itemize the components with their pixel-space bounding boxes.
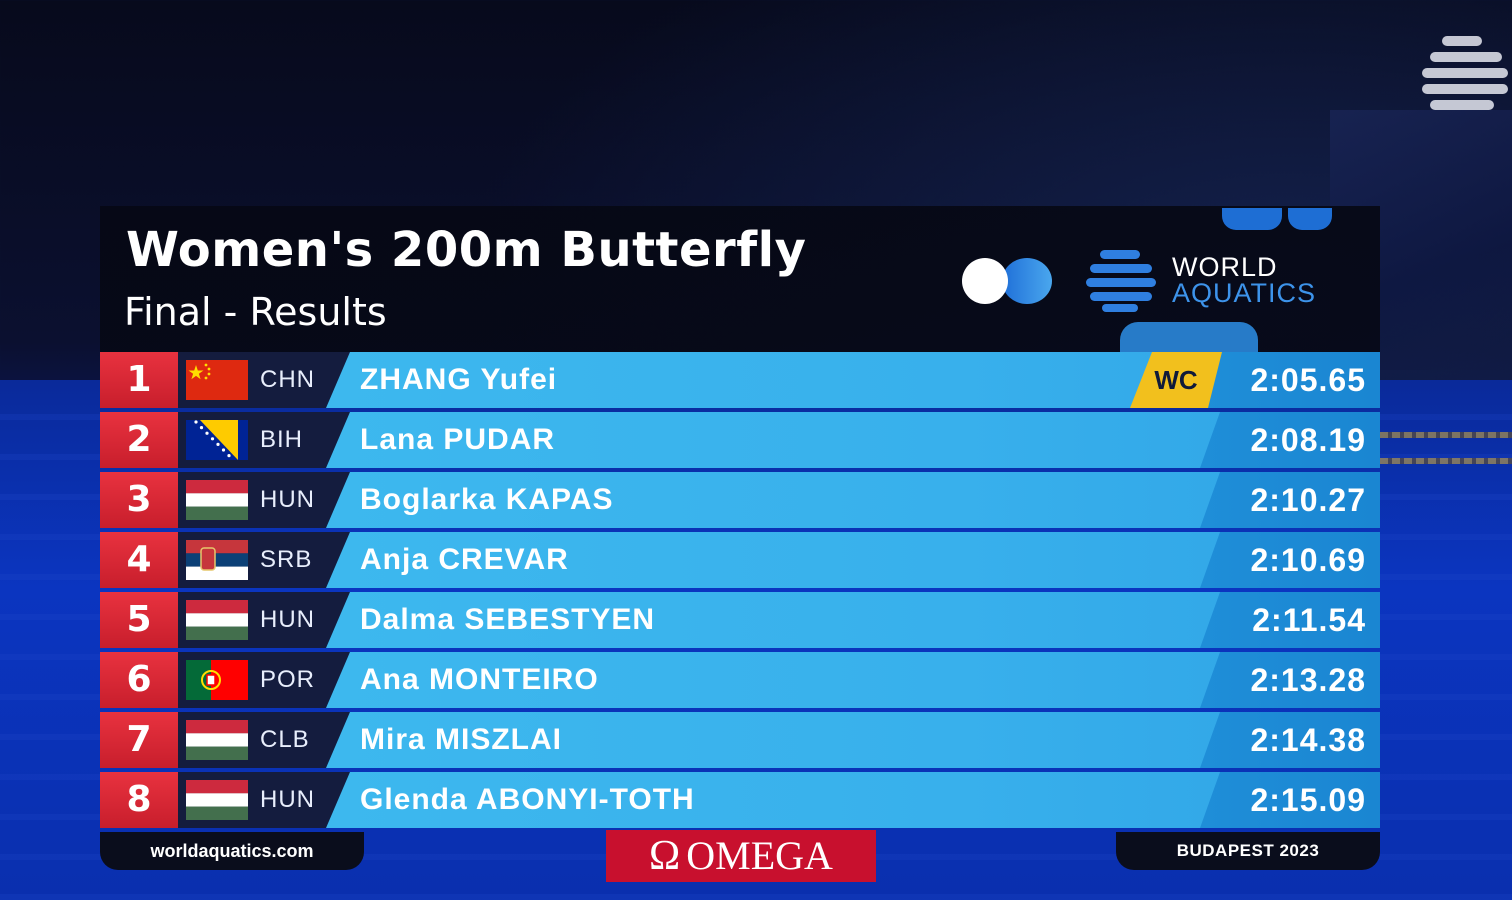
time-cell: 2:10.27 — [1200, 472, 1380, 528]
country-code: HUN — [260, 486, 315, 513]
rank-cell: 3 — [100, 472, 178, 528]
time-cell: 2:11.54 — [1200, 592, 1380, 648]
athlete-name: Ana MONTEIRO — [360, 663, 599, 696]
results-table: 1 CHN ZHANG Yufei 2:05.65 WC 2 BIH Lana … — [100, 352, 1380, 832]
hungary-flag-icon — [186, 600, 248, 640]
china-flag-icon — [186, 360, 248, 400]
world-aquatics-logo-icon — [1086, 248, 1156, 312]
country-code: HUN — [260, 786, 315, 813]
finish-time: 2:10.27 — [1250, 482, 1366, 518]
serbia-flag-icon — [186, 540, 248, 580]
rank-cell: 1 — [100, 352, 178, 408]
location-label: BUDAPEST 2023 — [1116, 832, 1380, 870]
country-code: HUN — [260, 606, 315, 633]
result-row: 7 CLB Mira MISZLAI 2:14.38 — [100, 712, 1380, 768]
country-code: BIH — [260, 426, 304, 453]
portugal-flag-icon — [186, 660, 248, 700]
athlete-name: Mira MISZLAI — [360, 723, 563, 756]
time-cell: 2:08.19 — [1200, 412, 1380, 468]
finish-time: 2:15.09 — [1250, 782, 1366, 818]
finish-time: 2:05.65 — [1250, 362, 1366, 398]
result-row: 2 BIH Lana PUDAR 2:08.19 — [100, 412, 1380, 468]
athlete-name: Boglarka KAPAS — [360, 483, 614, 516]
header-decoration — [1120, 322, 1258, 352]
result-row: 6 POR Ana MONTEIRO 2:13.28 — [100, 652, 1380, 708]
country-code: CHN — [260, 366, 315, 393]
hungary-flag-icon — [186, 720, 248, 760]
athlete-name: Lana PUDAR — [360, 423, 556, 456]
country-code: CLB — [260, 726, 310, 753]
finish-time: 2:10.69 — [1250, 542, 1366, 578]
rank-cell: 7 — [100, 712, 178, 768]
result-row: 8 HUN Glenda ABONYI-TOTH 2:15.09 — [100, 772, 1380, 828]
bosnia-flag-icon — [186, 420, 248, 460]
time-cell: 2:10.69 — [1200, 532, 1380, 588]
rank-cell: 2 — [100, 412, 178, 468]
sponsor-logo: Ω OMEGA — [606, 830, 876, 882]
time-cell: 2:05.65 — [1200, 352, 1380, 408]
sponsor-name: OMEGA — [686, 833, 833, 878]
country-code: POR — [260, 666, 316, 693]
wordmark-line1: WORLD — [1172, 252, 1278, 282]
wordmark-line2: AQUATICS — [1172, 278, 1317, 308]
time-cell: 2:13.28 — [1200, 652, 1380, 708]
result-row: 4 SRB Anja CREVAR 2:10.69 — [100, 532, 1380, 588]
rank-cell: 5 — [100, 592, 178, 648]
result-row: 5 HUN Dalma SEBESTYEN 2:11.54 — [100, 592, 1380, 648]
lane-rope — [1380, 458, 1512, 464]
rank-cell: 6 — [100, 652, 178, 708]
finish-time: 2:13.28 — [1250, 662, 1366, 698]
rank-cell: 4 — [100, 532, 178, 588]
event-title: Women's 200m Butterfly — [126, 222, 807, 278]
finish-time: 2:14.38 — [1250, 722, 1366, 758]
time-cell: 2:14.38 — [1200, 712, 1380, 768]
athlete-name: Glenda ABONYI-TOTH — [360, 783, 695, 816]
world-aquatics-wordmark: WORLD AQUATICS — [1172, 252, 1317, 308]
lane-rope — [1380, 432, 1512, 438]
event-dots-logo-icon — [962, 258, 1054, 304]
finish-time: 2:11.54 — [1252, 602, 1366, 638]
result-row: 3 HUN Boglarka KAPAS 2:10.27 — [100, 472, 1380, 528]
time-cell: 2:15.09 — [1200, 772, 1380, 828]
header-decoration — [1222, 208, 1332, 232]
omega-icon: Ω — [649, 833, 681, 879]
hungary-flag-icon — [186, 780, 248, 820]
hungary-flag-icon — [186, 480, 248, 520]
athlete-name: Dalma SEBESTYEN — [360, 603, 656, 636]
rank-cell: 8 — [100, 772, 178, 828]
finish-time: 2:08.19 — [1250, 422, 1366, 458]
website-label: worldaquatics.com — [100, 832, 364, 870]
athlete-name: Anja CREVAR — [360, 543, 569, 576]
event-subtitle: Final - Results — [124, 290, 387, 334]
athlete-name: ZHANG Yufei — [360, 363, 558, 396]
result-row: 1 CHN ZHANG Yufei 2:05.65 WC — [100, 352, 1380, 408]
broadcaster-logo-icon — [1420, 34, 1508, 118]
country-code: SRB — [260, 546, 313, 573]
